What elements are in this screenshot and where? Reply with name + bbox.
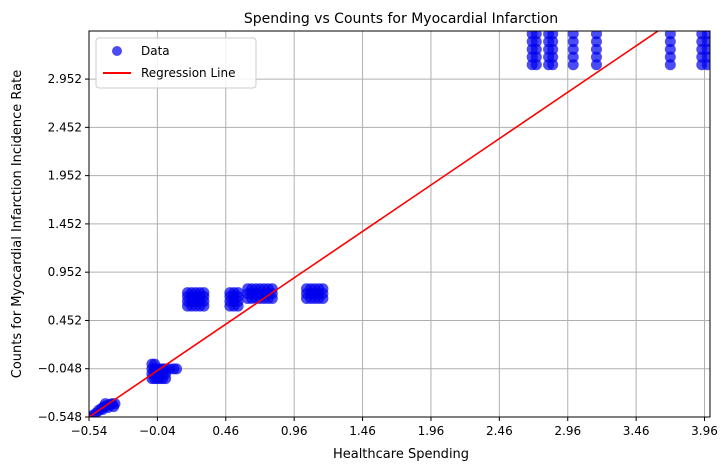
x-tick-label: 3.96 xyxy=(691,424,718,438)
y-tick-label: 0.452 xyxy=(48,313,82,327)
data-point xyxy=(567,51,579,63)
y-tick-label: 1.452 xyxy=(48,217,82,231)
data-point xyxy=(590,59,602,71)
data-point xyxy=(149,358,161,370)
x-tick-label: 2.96 xyxy=(554,424,581,438)
data-point xyxy=(590,51,602,63)
legend-data-marker xyxy=(112,46,122,56)
x-tick-label: 0.96 xyxy=(281,424,308,438)
legend-data-label: Data xyxy=(141,44,170,58)
data-point xyxy=(171,363,183,375)
x-axis-label: Healthcare Spending xyxy=(333,447,469,462)
y-tick-label: 2.952 xyxy=(48,72,82,86)
x-tick-label: 3.46 xyxy=(623,424,650,438)
data-point xyxy=(664,43,676,55)
data-point xyxy=(198,287,210,299)
data-point xyxy=(701,31,710,40)
data-point xyxy=(547,59,559,71)
x-tick-label: 2.46 xyxy=(486,424,513,438)
data-point xyxy=(567,31,579,40)
x-tick-label: 0.46 xyxy=(212,424,239,438)
chart-title: Spending vs Counts for Myocardial Infarc… xyxy=(244,11,558,27)
data-point xyxy=(664,36,676,48)
regression-line xyxy=(89,31,659,417)
data-point xyxy=(105,399,117,411)
data-point xyxy=(530,36,542,48)
data-point xyxy=(530,59,542,71)
data-point xyxy=(664,51,676,63)
data-point xyxy=(664,59,676,71)
data-point xyxy=(664,31,676,40)
data-point xyxy=(232,287,244,299)
data-point xyxy=(590,36,602,48)
plot-area xyxy=(89,31,710,417)
legend: Data Regression Line xyxy=(95,37,257,89)
data-point xyxy=(317,283,329,295)
data-point xyxy=(547,43,559,55)
y-axis-label: Counts for Myocardial Infarction Inciden… xyxy=(10,70,25,378)
data-point xyxy=(590,43,602,55)
data-point xyxy=(547,36,559,48)
grid xyxy=(88,31,710,418)
x-axis-ticks: −0.54 −0.04 0.46 0.96 1.46 1.96 2.46 2.96 3.46 3.… xyxy=(71,417,718,438)
y-tick-label: −0.548 xyxy=(38,410,82,424)
x-tick-label: 1.96 xyxy=(418,424,445,438)
y-tick-label: 1.952 xyxy=(48,169,82,183)
data-point xyxy=(590,31,602,40)
y-tick-label: 2.452 xyxy=(48,120,82,134)
legend-regression-label: Regression Line xyxy=(141,66,235,80)
data-point xyxy=(547,51,559,63)
data-point xyxy=(530,51,542,63)
y-axis-ticks: −0.548 −0.048 0.452 0.952 1.452 1.952 2.452 2.9… xyxy=(38,72,89,424)
x-tick-label: 1.46 xyxy=(349,424,376,438)
legend-box xyxy=(95,37,257,89)
data-point xyxy=(567,59,579,71)
x-tick-label: −0.54 xyxy=(71,424,108,438)
data-point xyxy=(530,43,542,55)
data-point xyxy=(567,36,579,48)
data-point xyxy=(567,43,579,55)
y-tick-label: −0.048 xyxy=(38,362,82,376)
data-point xyxy=(160,373,172,385)
data-point xyxy=(530,31,542,40)
x-tick-label: −0.04 xyxy=(139,424,176,438)
y-tick-label: 0.952 xyxy=(48,265,82,279)
data-point xyxy=(547,31,559,40)
